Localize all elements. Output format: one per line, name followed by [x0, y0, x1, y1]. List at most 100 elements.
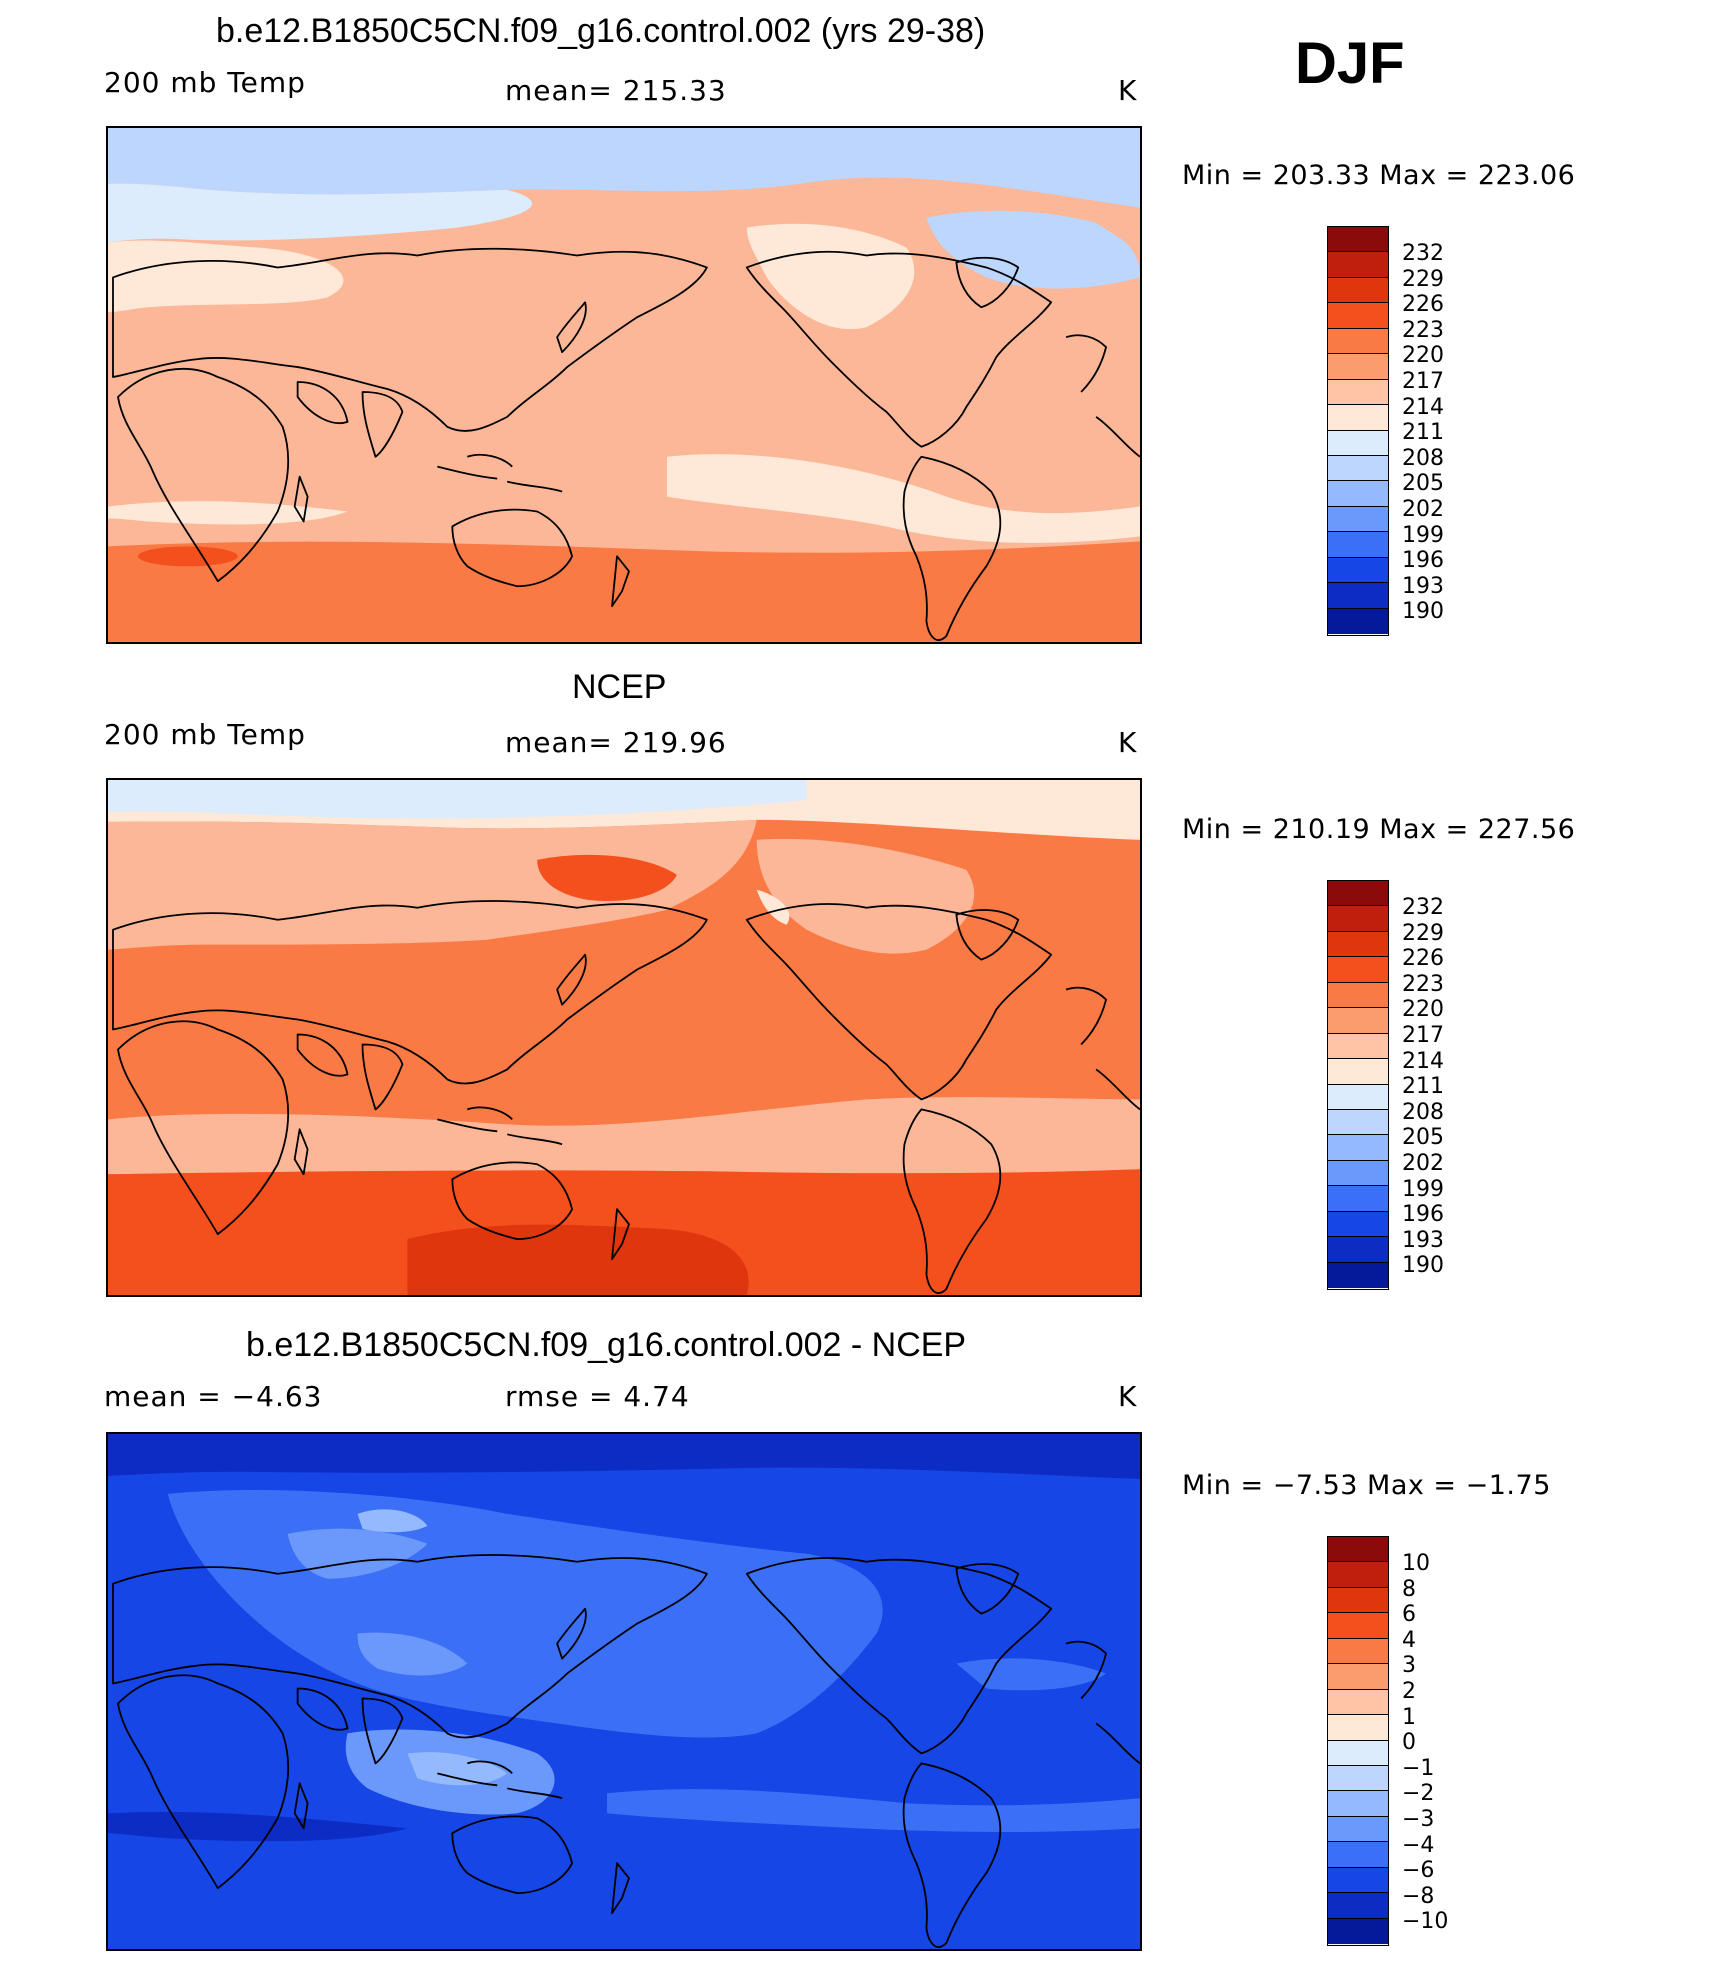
colorbar-tick-label: 199: [1402, 522, 1444, 548]
colorbar-tick-label: −3: [1402, 1806, 1435, 1832]
panel3-fill-light-india: [357, 1632, 468, 1676]
panel1-mean-label: mean= 215.33: [505, 74, 727, 107]
colorbar-cell: [1328, 379, 1388, 406]
colorbar-cell: [1328, 1715, 1388, 1741]
panel1-fill-warm-south: [108, 541, 1140, 642]
colorbar-cell: [1328, 1160, 1388, 1187]
colorbar-tick-label: −1: [1402, 1755, 1435, 1781]
colorbar-tick-label: 232: [1402, 241, 1444, 266]
colorbar-cell: [1328, 252, 1388, 278]
panel2-fill-pale-north: [108, 780, 807, 819]
colorbar-tick-label: 214: [1402, 394, 1444, 420]
panel1-fill-cream-na: [746, 223, 915, 330]
colorbar-cell: [1328, 1262, 1388, 1288]
panel2-mean-label: mean= 219.96: [505, 726, 727, 759]
colorbar-cell: [1328, 608, 1388, 634]
colorbar-tick-label: 226: [1402, 946, 1444, 972]
colorbar-cell: [1328, 227, 1388, 253]
colorbar-tick-label: 211: [1402, 1074, 1444, 1100]
colorbar-tick-label: 190: [1402, 599, 1444, 625]
panel2-fill-hotter-south: [407, 1224, 749, 1295]
colorbar-cell: [1328, 982, 1388, 1009]
panel3-mean-label: mean = −4.63: [104, 1380, 323, 1413]
panel1-title: b.e12.B1850C5CN.f09_g16.control.002 (yrs…: [216, 12, 986, 50]
panel2-fill-light-south: [108, 1097, 1140, 1175]
colorbar-tick-label: 232: [1402, 895, 1444, 920]
colorbar-cell: [1328, 881, 1388, 907]
panel2-fill-cream-patch: [756, 889, 790, 925]
colorbar-cell: [1328, 1842, 1388, 1868]
colorbar-cell: [1328, 1893, 1388, 1919]
panel3-minmax: Min = −7.53 Max = −1.75: [1182, 1470, 1551, 1501]
panel2-minmax: Min = 210.19 Max = 227.56: [1182, 814, 1576, 845]
panel3-fill-lighter-asia: [357, 1509, 428, 1533]
panel3-map: [106, 1432, 1142, 1951]
colorbar-cell: [1328, 1537, 1388, 1563]
colorbar-tick-label: 217: [1402, 368, 1444, 394]
colorbar-tick-label: 196: [1402, 548, 1444, 574]
colorbar-tick-label: −6: [1402, 1858, 1435, 1884]
colorbar-tick-label: 2: [1402, 1678, 1416, 1704]
colorbar-cell: [1328, 1918, 1388, 1944]
panel1-fill-cold: [108, 128, 1140, 208]
colorbar-cell: [1328, 1109, 1388, 1136]
colorbar-cell: [1328, 455, 1388, 482]
panel3-fill-dark-north: [108, 1434, 1140, 1479]
colorbar-cell: [1328, 1587, 1388, 1614]
colorbar-cell: [1328, 1135, 1388, 1161]
panel1-fill-cold-atlantic: [926, 210, 1140, 289]
colorbar-cell: [1328, 1740, 1388, 1766]
colorbar-cell: [1328, 957, 1388, 983]
colorbar-cell: [1328, 481, 1388, 507]
panel3-rmse-label: rmse = 4.74: [505, 1380, 690, 1413]
colorbar-cell: [1328, 1186, 1388, 1212]
colorbar-tick-label: −8: [1402, 1883, 1435, 1909]
colorbar-tick-label: 3: [1402, 1653, 1416, 1679]
colorbar-tick-label: 229: [1402, 920, 1444, 946]
panel2-colorbar-labels: 232 229 226 223 220 217 214 211 208 205 202 199 196 1…: [1402, 895, 1444, 1279]
colorbar-tick-label: 4: [1402, 1627, 1416, 1653]
colorbar-cell: [1328, 277, 1388, 304]
colorbar-cell: [1328, 1867, 1388, 1894]
season-label: DJF: [1295, 31, 1405, 96]
colorbar-tick-label: 6: [1402, 1602, 1416, 1628]
panel3-fill-mid-atlantic: [956, 1658, 1107, 1691]
colorbar-cell: [1328, 1237, 1388, 1263]
colorbar-tick-label: 229: [1402, 266, 1444, 292]
colorbar-tick-label: 223: [1402, 971, 1444, 997]
panel2-fill-light-mid: [108, 819, 757, 950]
panel1-map: [106, 126, 1142, 644]
colorbar-tick-label: 8: [1402, 1576, 1416, 1602]
colorbar-tick-label: 205: [1402, 1125, 1444, 1151]
colorbar-tick-label: 208: [1402, 445, 1444, 471]
colorbar-cell: [1328, 303, 1388, 329]
colorbar-cell: [1328, 906, 1388, 932]
colorbar-tick-label: 226: [1402, 292, 1444, 318]
panel3-fill-mid-south: [607, 1789, 1140, 1832]
colorbar-cell: [1328, 583, 1388, 609]
panel3-colorbar-labels: 10 8 6 4 3 2 1 0 −1 −2 −3 −4 −6 −8 −10: [1402, 1551, 1448, 1935]
panel2-variable-label: 200 mb Temp: [104, 718, 306, 751]
colorbar-cell: [1328, 430, 1388, 456]
colorbar-cell: [1328, 1689, 1388, 1716]
panel2-map-svg: [108, 780, 1140, 1295]
panel1-fill-hot-patch: [137, 546, 238, 567]
colorbar-cell: [1328, 1816, 1388, 1843]
colorbar-cell: [1328, 1765, 1388, 1792]
colorbar-cell: [1328, 1059, 1388, 1085]
colorbar-tick-label: 214: [1402, 1048, 1444, 1074]
panel1-map-svg: [108, 128, 1140, 642]
colorbar-cell: [1328, 405, 1388, 431]
colorbar-tick-label: 190: [1402, 1253, 1444, 1279]
colorbar-tick-label: 208: [1402, 1099, 1444, 1125]
panel2-colorbar: [1327, 880, 1389, 1290]
panel1-fill-cream-sw: [108, 501, 348, 525]
colorbar-tick-label: −4: [1402, 1832, 1435, 1858]
colorbar-tick-label: 196: [1402, 1202, 1444, 1228]
colorbar-tick-label: 223: [1402, 317, 1444, 343]
panel1-fill-pale: [108, 183, 533, 243]
colorbar-tick-label: −10: [1402, 1909, 1449, 1935]
colorbar-tick-label: 10: [1402, 1551, 1430, 1576]
panel3-fill-lighter-aus: [407, 1752, 508, 1786]
panel2-title: NCEP: [572, 668, 667, 706]
